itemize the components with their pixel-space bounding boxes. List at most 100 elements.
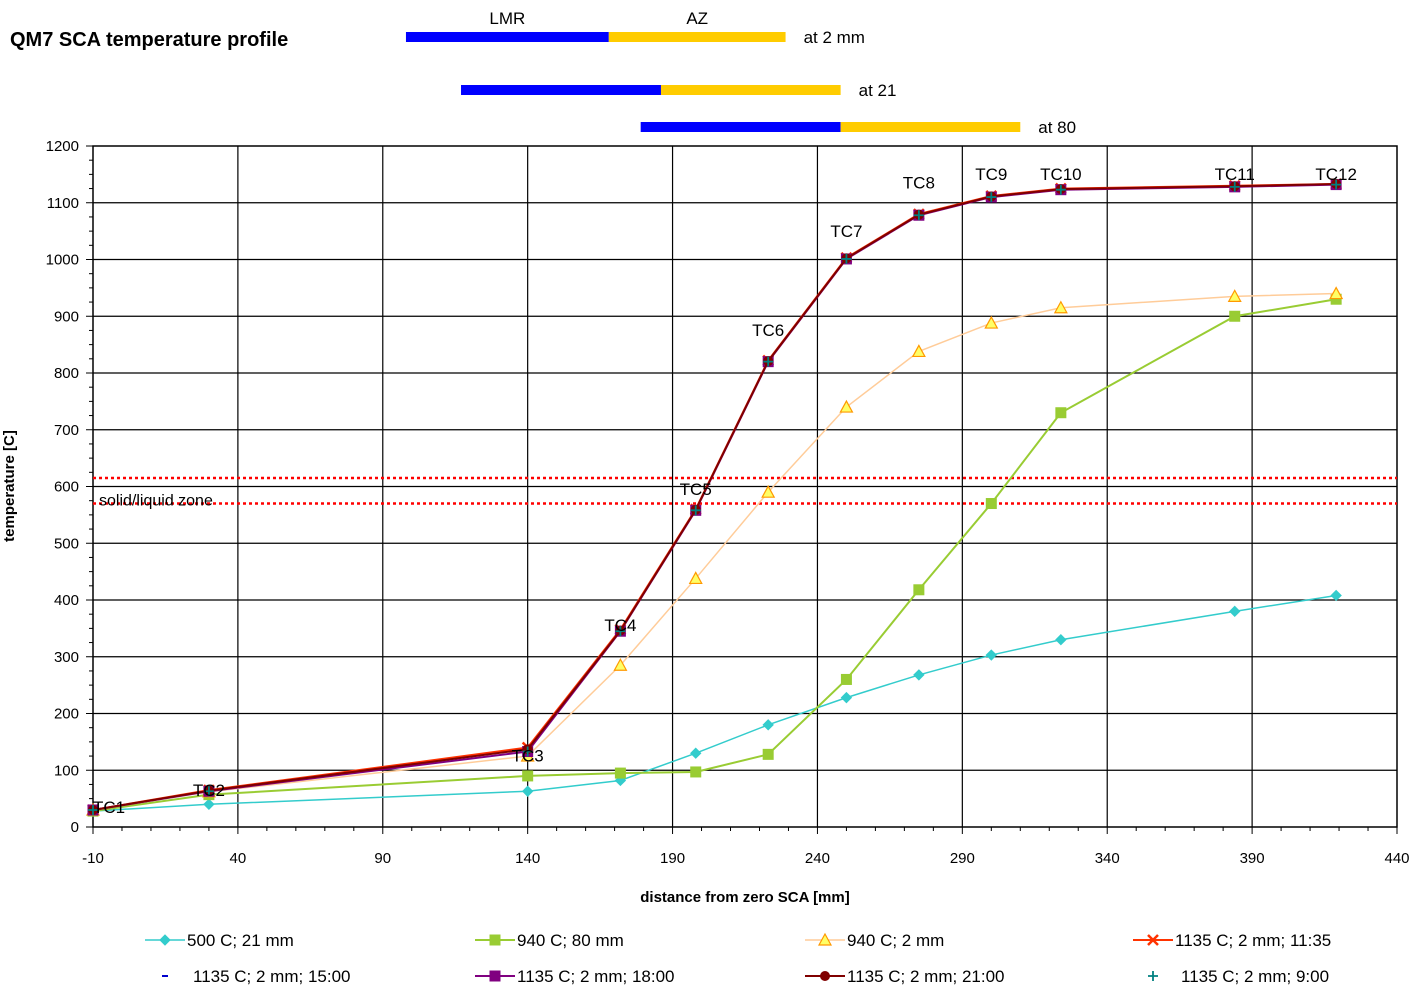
tc-label: TC8 bbox=[903, 174, 935, 193]
solid-liquid-zone: solid/liquid zone bbox=[93, 476, 1397, 510]
data-point bbox=[690, 505, 701, 516]
legend-marker bbox=[159, 934, 171, 946]
legend-label: 1135 C; 2 mm; 18:00 bbox=[517, 967, 675, 986]
grid bbox=[92, 145, 1398, 828]
tc-label: TC12 bbox=[1315, 165, 1357, 184]
data-point bbox=[986, 192, 997, 203]
tc-label: TC3 bbox=[512, 747, 544, 766]
legend-item: 1135 C; 2 mm; 9:00 bbox=[1148, 967, 1329, 986]
x-tick-label: 90 bbox=[374, 850, 391, 867]
data-point bbox=[1055, 634, 1067, 646]
y-tick-label: 400 bbox=[54, 592, 79, 609]
data-point bbox=[1055, 184, 1066, 195]
az-bar bbox=[840, 122, 1021, 132]
data-point bbox=[762, 748, 774, 760]
data-point bbox=[913, 584, 925, 596]
y-tick-label: 500 bbox=[54, 535, 79, 552]
y-tick-label: 200 bbox=[54, 706, 79, 723]
series-4 bbox=[90, 183, 1340, 811]
data-point bbox=[690, 747, 702, 759]
series-line bbox=[92, 183, 1337, 811]
legend: 500 C; 21 mm 940 C; 80 mm 940 C; 2 mm 1135 … bbox=[145, 931, 1331, 986]
data-point bbox=[615, 626, 626, 637]
az-bar bbox=[608, 32, 786, 42]
data-point bbox=[913, 210, 924, 221]
lmr-bar bbox=[461, 85, 661, 95]
tc-label: TC7 bbox=[830, 222, 862, 241]
legend-item: 1135 C; 2 mm; 11:35 bbox=[1133, 931, 1331, 950]
data-point bbox=[690, 766, 702, 778]
data-point bbox=[521, 785, 534, 797]
zone-bar-label: at 21 bbox=[859, 81, 897, 100]
x-tick-label: 140 bbox=[515, 850, 540, 867]
series-5 bbox=[87, 179, 1342, 816]
series-2 bbox=[85, 286, 1344, 816]
series-line bbox=[92, 298, 1337, 813]
x-tick-label: 340 bbox=[1095, 850, 1120, 867]
data-point bbox=[840, 691, 853, 704]
y-tick-label: 0 bbox=[71, 819, 79, 836]
data-point bbox=[840, 673, 852, 685]
data-point bbox=[1331, 179, 1342, 190]
y-tick-label: 700 bbox=[54, 422, 79, 439]
data-point bbox=[1229, 310, 1241, 322]
lmr-bar bbox=[405, 32, 609, 42]
az-label: AZ bbox=[686, 9, 708, 28]
series-lines bbox=[85, 178, 1344, 817]
data-point bbox=[913, 669, 925, 681]
series-line bbox=[92, 183, 1337, 811]
series-6 bbox=[88, 179, 1342, 815]
legend-item: 1135 C; 2 mm; 21:00 bbox=[805, 967, 1005, 986]
data-point bbox=[762, 719, 774, 731]
legend-label: 940 C; 80 mm bbox=[517, 931, 624, 950]
thermocouple-labels: TC1 TC2 TC3 TC4 TC5 TC6 TC7 TC8 TC9 TC10 TC11 TC12 bbox=[93, 165, 1357, 817]
tc-label: TC11 bbox=[1215, 165, 1255, 184]
x-tick-label: 390 bbox=[1240, 850, 1265, 867]
y-tick-label: 1200 bbox=[46, 138, 79, 155]
series-line bbox=[92, 292, 1337, 811]
legend-label: 940 C; 2 mm bbox=[847, 931, 944, 950]
data-point bbox=[203, 798, 215, 811]
tc-label: TC6 bbox=[752, 321, 784, 340]
legend-marker bbox=[489, 970, 501, 982]
series-0 bbox=[87, 589, 1342, 817]
data-point bbox=[1229, 181, 1240, 192]
x-axis-label: distance from zero SCA [mm] bbox=[640, 889, 849, 906]
y-tick-label: 600 bbox=[54, 479, 79, 496]
series-line bbox=[92, 183, 1337, 811]
legend-label: 1135 C; 2 mm; 15:00 bbox=[193, 967, 351, 986]
lmr-label: LMR bbox=[489, 9, 525, 28]
data-point bbox=[761, 484, 776, 498]
x-tick-label: 440 bbox=[1384, 850, 1409, 867]
legend-item: 500 C; 21 mm bbox=[145, 931, 294, 950]
x-tick-label: 240 bbox=[805, 850, 830, 867]
az-bar bbox=[660, 85, 841, 95]
tc-label: TC5 bbox=[680, 480, 712, 499]
data-point bbox=[839, 399, 854, 413]
data-point bbox=[1329, 286, 1344, 300]
data-point bbox=[1053, 300, 1068, 314]
legend-marker bbox=[1148, 971, 1158, 981]
data-point bbox=[1227, 289, 1242, 302]
series-line bbox=[92, 594, 1337, 812]
zone-bars: at 2 mm at 21 at 80 LMR AZ bbox=[405, 9, 1076, 137]
legend-marker bbox=[817, 932, 833, 946]
legend-item: 940 C; 2 mm bbox=[805, 931, 944, 950]
legend-label: 1135 C; 2 mm; 9:00 bbox=[1181, 967, 1329, 986]
data-point bbox=[88, 804, 98, 815]
zone-label: solid/liquid zone bbox=[99, 493, 213, 510]
x-tick-label: -10 bbox=[82, 850, 104, 867]
tc-label: TC1 bbox=[93, 798, 125, 817]
series-7 bbox=[88, 179, 1342, 815]
data-point bbox=[522, 770, 534, 782]
tc-label: TC9 bbox=[975, 165, 1007, 184]
zone-bar-label: at 2 mm bbox=[804, 28, 865, 47]
y-tick-label: 100 bbox=[54, 762, 79, 779]
data-point bbox=[1055, 407, 1067, 419]
data-point bbox=[1330, 589, 1342, 602]
data-point bbox=[763, 356, 774, 367]
tc-label: TC2 bbox=[193, 781, 225, 800]
y-tick-label: 800 bbox=[54, 365, 79, 382]
legend-marker bbox=[489, 934, 501, 946]
legend-marker bbox=[1147, 934, 1159, 946]
